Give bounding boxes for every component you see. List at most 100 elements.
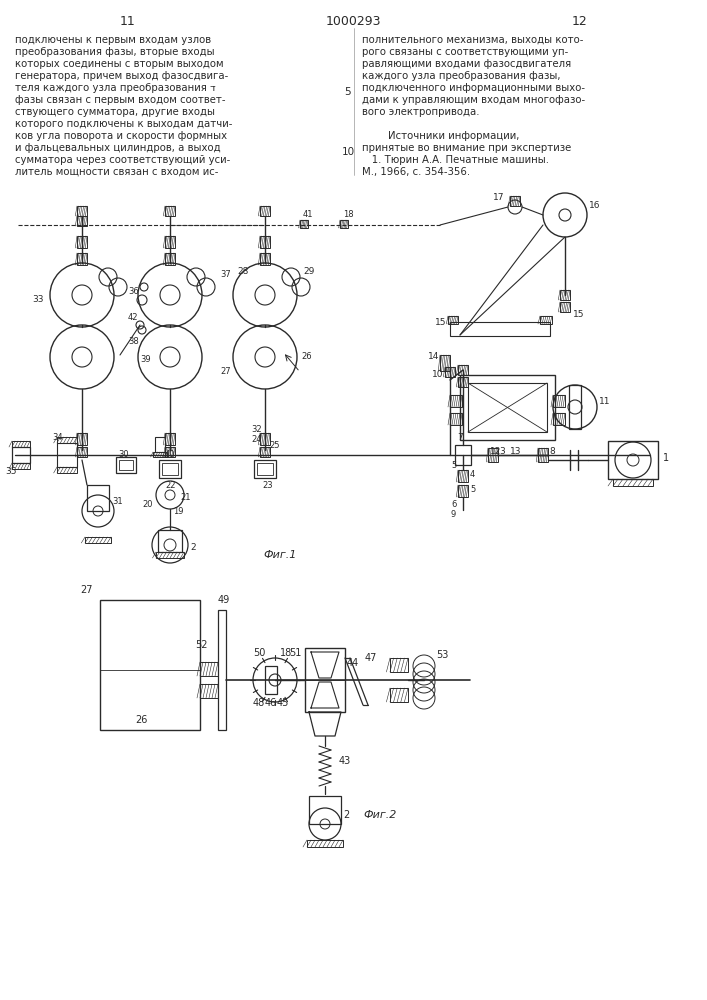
Text: 22: 22 — [165, 481, 175, 490]
Bar — [260, 447, 270, 457]
Bar — [165, 236, 175, 248]
Text: 13: 13 — [510, 447, 522, 456]
Bar — [85, 537, 111, 543]
Text: 31: 31 — [112, 497, 122, 506]
Bar — [77, 216, 87, 226]
Text: рого связаны с соответствующими уп-: рого связаны с соответствующими уп- — [362, 47, 568, 57]
Text: 9: 9 — [451, 510, 456, 519]
Bar — [77, 206, 87, 216]
Bar — [155, 437, 165, 452]
Text: 11: 11 — [119, 15, 135, 28]
Text: литель мощности связан с входом ис-: литель мощности связан с входом ис- — [15, 167, 218, 177]
Text: равляющими входами фазосдвигателя: равляющими входами фазосдвигателя — [362, 59, 571, 69]
Bar — [153, 452, 167, 457]
Bar — [450, 413, 462, 425]
Text: и фальцевальных цилиндров, а выход: и фальцевальных цилиндров, а выход — [15, 143, 221, 153]
Bar — [307, 840, 343, 847]
Text: фазы связан с первым входом соответ-: фазы связан с первым входом соответ- — [15, 95, 226, 105]
Text: 30: 30 — [118, 450, 129, 459]
Text: 24: 24 — [251, 435, 262, 444]
Bar — [553, 413, 565, 425]
Bar — [57, 437, 77, 443]
Text: М., 1966, с. 354-356.: М., 1966, с. 354-356. — [362, 167, 470, 177]
Text: 18: 18 — [280, 648, 292, 658]
Text: 39: 39 — [140, 355, 151, 364]
Text: 48: 48 — [253, 698, 265, 708]
Text: 2: 2 — [190, 543, 196, 552]
Bar — [488, 448, 498, 462]
Bar — [440, 355, 450, 371]
Text: 2: 2 — [343, 810, 349, 820]
Bar — [77, 253, 87, 265]
Text: 26: 26 — [301, 352, 312, 361]
Bar — [455, 445, 471, 465]
Bar — [260, 433, 270, 445]
Bar — [448, 316, 458, 324]
Bar — [12, 463, 30, 469]
Text: 49: 49 — [218, 595, 230, 605]
Bar — [608, 441, 658, 479]
Text: 45: 45 — [277, 698, 289, 708]
Bar — [460, 375, 555, 440]
Text: 10: 10 — [432, 370, 443, 379]
Bar — [445, 367, 455, 377]
Text: подключены к первым входам узлов: подключены к первым входам узлов — [15, 35, 211, 45]
Text: принятые во внимание при экспертизе: принятые во внимание при экспертизе — [362, 143, 571, 153]
Bar — [77, 236, 87, 248]
Text: 32: 32 — [251, 425, 262, 434]
Bar — [257, 463, 273, 475]
Text: 3: 3 — [499, 447, 505, 456]
Text: 27: 27 — [80, 585, 93, 595]
Text: 15: 15 — [573, 310, 585, 319]
Text: которых соединены с вторым выходом: которых соединены с вторым выходом — [15, 59, 223, 69]
Text: 51: 51 — [289, 648, 301, 658]
Bar — [165, 206, 175, 216]
Bar — [254, 460, 276, 478]
Text: 35: 35 — [5, 467, 16, 476]
Bar — [309, 796, 341, 824]
Text: Источники информации,: Источники информации, — [362, 131, 520, 141]
Bar — [560, 290, 570, 300]
Text: 21: 21 — [180, 493, 190, 502]
Text: 29: 29 — [303, 267, 315, 276]
Bar — [260, 236, 270, 248]
Text: 23: 23 — [262, 481, 273, 490]
Text: 46: 46 — [265, 698, 277, 708]
Text: 1: 1 — [663, 453, 669, 463]
Bar — [305, 648, 345, 712]
Text: 12: 12 — [490, 447, 501, 456]
Bar — [340, 220, 348, 228]
Text: дами к управляющим входам многофазо-: дами к управляющим входам многофазо- — [362, 95, 585, 105]
Bar — [87, 485, 109, 511]
Text: Фиг.2: Фиг.2 — [363, 810, 397, 820]
Text: 43: 43 — [339, 756, 351, 766]
Bar — [458, 365, 468, 375]
Text: 37: 37 — [220, 270, 230, 279]
Text: 19: 19 — [173, 507, 184, 516]
Bar — [162, 463, 178, 475]
Text: 47: 47 — [365, 653, 378, 663]
Text: 18: 18 — [343, 210, 354, 219]
Bar — [613, 479, 653, 486]
Bar — [458, 470, 468, 482]
Bar — [116, 457, 136, 473]
Text: 6: 6 — [451, 500, 457, 509]
Bar — [540, 316, 552, 324]
Text: 25: 25 — [269, 441, 279, 450]
Text: 44: 44 — [347, 658, 359, 668]
Text: полнительного механизма, выходы кото-: полнительного механизма, выходы кото- — [362, 35, 583, 45]
Bar — [390, 658, 408, 672]
Text: 20: 20 — [142, 500, 153, 509]
Text: 1. Тюрин А.А. Печатные машины.: 1. Тюрин А.А. Печатные машины. — [362, 155, 549, 165]
Bar — [200, 684, 218, 698]
Text: 10: 10 — [341, 147, 355, 157]
Text: 50: 50 — [253, 648, 265, 658]
Text: 5: 5 — [451, 461, 456, 470]
Text: 15: 15 — [435, 318, 447, 327]
Text: 28: 28 — [237, 267, 248, 276]
Text: 40: 40 — [165, 450, 175, 459]
Bar — [57, 443, 77, 467]
Bar — [468, 383, 547, 432]
Bar — [569, 385, 581, 429]
Text: каждого узла преобразования фазы,: каждого узла преобразования фазы, — [362, 71, 561, 81]
